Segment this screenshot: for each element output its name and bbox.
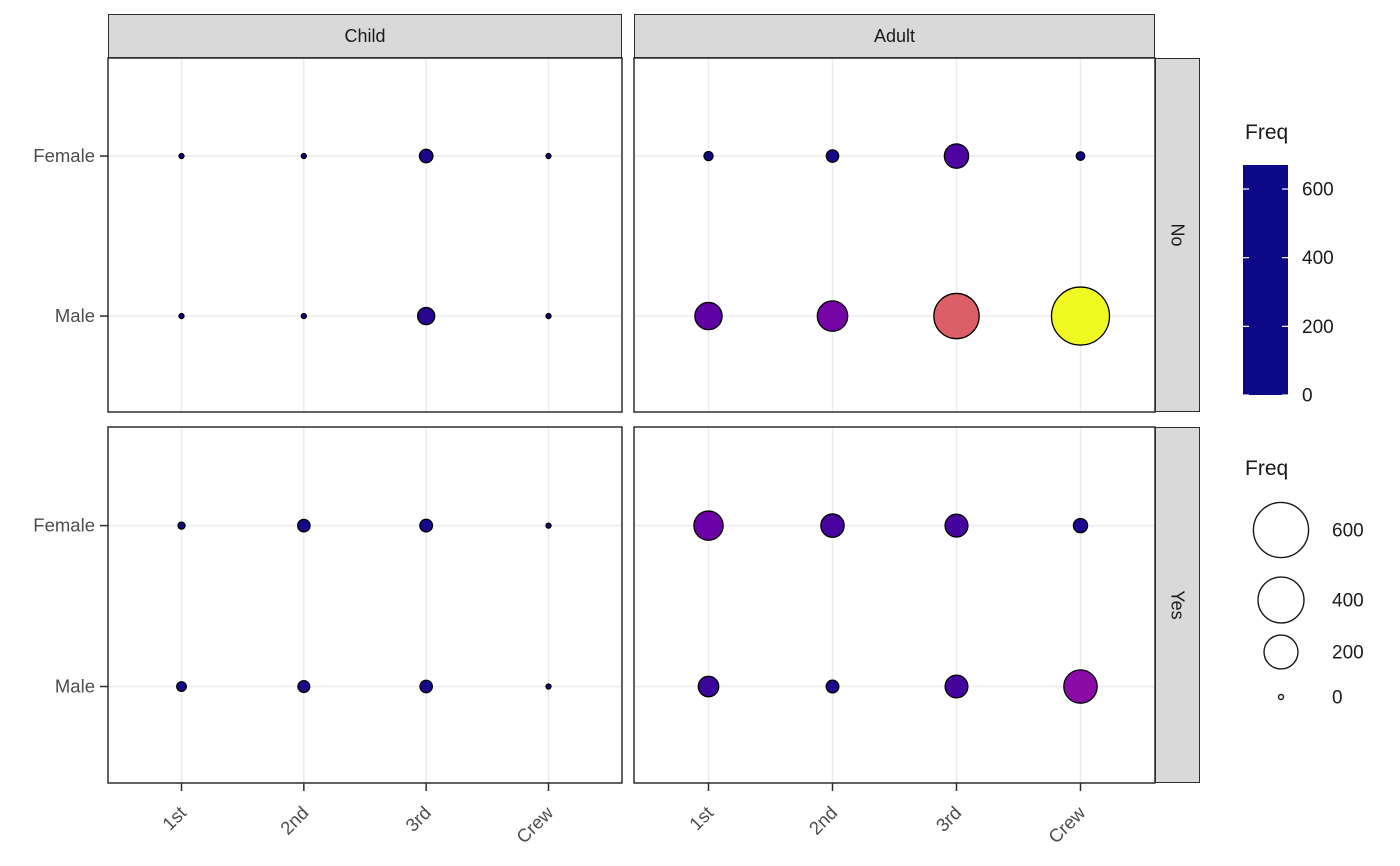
facet-col-strip-child: Child: [108, 14, 622, 58]
data-point: [944, 674, 969, 699]
panel-background: [108, 427, 622, 783]
facet-panel-child-no: [107, 57, 623, 413]
facet-row-label-no: No: [1167, 223, 1188, 247]
data-point: [545, 312, 552, 320]
facet-panel-adult-no: [633, 57, 1156, 413]
panel-border: [107, 426, 623, 784]
size-legend-tick-label: 600: [1332, 521, 1364, 542]
data-point: [300, 312, 307, 320]
size-legend-tick-label: 0: [1332, 688, 1343, 709]
data-point: [697, 675, 720, 698]
data-point: [419, 679, 434, 694]
y-axis-label: Female: [33, 145, 95, 166]
facet-col-strip-adult: Adult: [634, 14, 1155, 58]
data-point: [1072, 517, 1089, 534]
data-point: [178, 312, 185, 320]
size-legend-tick-label: 400: [1332, 591, 1364, 612]
data-point: [820, 513, 845, 538]
size-legend-title: Freq: [1245, 457, 1289, 480]
color-legend-bar: [1243, 165, 1288, 395]
facet-row-strip-yes: Yes: [1155, 427, 1200, 783]
data-point: [703, 150, 714, 162]
x-axis-label: Crew: [1044, 802, 1090, 848]
color-legend-tick-label: 0: [1302, 386, 1313, 407]
data-point: [545, 522, 552, 529]
x-axis-label: 3rd: [401, 802, 435, 836]
size-legend: 600 400 200 0: [1252, 501, 1364, 709]
data-point: [300, 152, 307, 160]
data-point: [178, 152, 185, 160]
data-point: [545, 683, 552, 690]
data-point: [693, 510, 724, 541]
x-axis-label: 2nd: [805, 802, 842, 839]
data-point: [1063, 669, 1098, 704]
data-point: [933, 292, 980, 340]
color-legend-tick-label: 600: [1302, 180, 1334, 201]
x-axis-label: 1st: [158, 802, 190, 834]
data-point: [816, 300, 849, 332]
data-point: [419, 518, 434, 533]
data-point: [416, 306, 436, 326]
data-point: [418, 148, 434, 164]
color-legend-tick-label: 200: [1302, 317, 1334, 338]
data-point: [177, 521, 186, 530]
y-axis-label: Female: [33, 515, 95, 536]
data-point: [1050, 286, 1111, 346]
color-legend: 600 400 200 0: [1243, 165, 1334, 407]
panel-background: [108, 58, 622, 412]
size-legend-circle: [1257, 576, 1305, 624]
facet-row-strip-no: No: [1155, 58, 1200, 412]
data-point: [694, 301, 723, 331]
facet-col-label-child: Child: [344, 26, 386, 46]
y-axis-label: Male: [55, 305, 95, 326]
y-axis-label: Male: [55, 676, 95, 697]
data-point: [943, 143, 970, 169]
data-point: [1075, 151, 1086, 161]
data-point: [825, 679, 840, 694]
size-legend-circle: [1277, 693, 1285, 701]
data-point: [296, 518, 311, 533]
x-axis-label: Crew: [512, 802, 558, 848]
data-point: [176, 681, 187, 692]
facet-panel-child-yes: [107, 426, 623, 784]
color-legend-tick-label: 400: [1302, 248, 1334, 269]
size-legend-tick-label: 200: [1332, 643, 1364, 664]
data-point: [944, 513, 969, 538]
size-legend-circle: [1252, 501, 1310, 559]
facet-panel-adult-yes: [633, 426, 1156, 784]
panel-background: [634, 427, 1155, 783]
panel-background: [634, 58, 1155, 412]
size-legend-circle: [1263, 634, 1299, 670]
data-point: [825, 149, 840, 163]
color-legend-title: Freq: [1245, 121, 1289, 144]
x-axis-label: 3rd: [932, 802, 966, 836]
facet-row-label-yes: Yes: [1167, 590, 1188, 620]
x-axis-label: 1st: [685, 802, 717, 834]
data-point: [297, 679, 311, 694]
panel-border: [107, 57, 623, 413]
data-point: [545, 152, 552, 160]
x-axis-label: 2nd: [276, 802, 313, 839]
facet-col-label-adult: Adult: [873, 26, 916, 46]
